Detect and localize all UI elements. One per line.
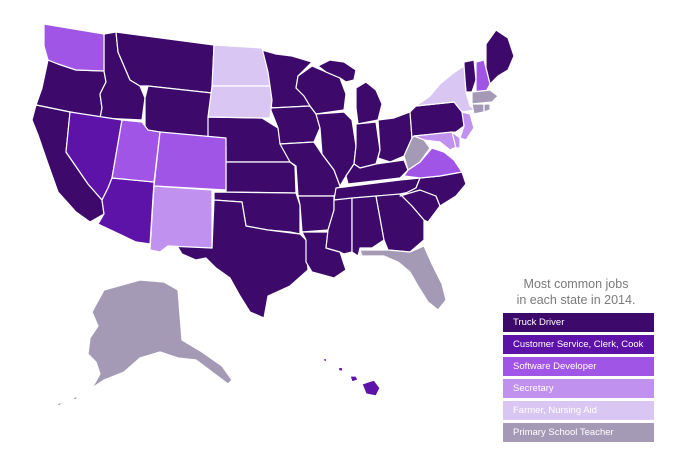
region-secretary (149, 111, 475, 253)
legend-item-customer-service: Customer Service, Clerk, Cook (503, 335, 654, 354)
state-maine[interactable] (485, 29, 515, 85)
state-indiana[interactable] (353, 121, 381, 169)
region-truck-driver (31, 29, 515, 319)
state-new-jersey[interactable] (459, 111, 475, 141)
region-primary-school-teacher (55, 89, 499, 407)
state-north-carolina[interactable] (399, 171, 467, 207)
state-florida[interactable] (359, 245, 447, 311)
region-customer-service (65, 111, 381, 397)
legend-title: Most common jobs in each state in 2014. (496, 276, 656, 308)
state-west-virginia[interactable] (403, 135, 431, 171)
state-rhode-island[interactable] (483, 103, 491, 113)
state-connecticut[interactable] (471, 103, 485, 115)
state-michigan[interactable] (317, 59, 383, 125)
region-software-developer (43, 23, 491, 191)
legend-title-line2: in each state in 2014. (516, 293, 636, 307)
state-washington[interactable] (43, 23, 105, 72)
state-new-hampshire[interactable] (475, 59, 491, 93)
state-texas[interactable] (175, 199, 309, 319)
legend-item-secretary: Secretary (503, 379, 654, 398)
legend-item-truck-driver: Truck Driver (503, 313, 654, 332)
legend-item-farmer-nursing-aid: Farmer, Nursing Aid (503, 401, 654, 420)
region-farmer-nursing-aid (207, 44, 477, 119)
state-massachusetts[interactable] (471, 89, 499, 105)
state-kentucky[interactable] (345, 159, 409, 185)
state-kansas[interactable] (225, 161, 297, 194)
state-delaware[interactable] (451, 131, 461, 149)
legend-item-software-developer: Software Developer (503, 357, 654, 376)
legend-item-primary-school-teacher: Primary School Teacher (503, 423, 654, 442)
legend-title-line1: Most common jobs (523, 277, 629, 291)
state-hawaii[interactable] (321, 357, 381, 397)
state-south-dakota[interactable] (207, 85, 273, 119)
legend: Truck Driver Customer Service, Clerk, Co… (503, 313, 654, 445)
state-colorado[interactable] (153, 131, 227, 191)
state-north-dakota[interactable] (211, 44, 271, 87)
state-pennsylvania[interactable] (409, 101, 465, 139)
state-alaska[interactable] (55, 279, 233, 407)
state-new-mexico[interactable] (149, 185, 213, 253)
state-wisconsin[interactable] (295, 65, 347, 115)
state-new-york[interactable] (415, 65, 477, 113)
